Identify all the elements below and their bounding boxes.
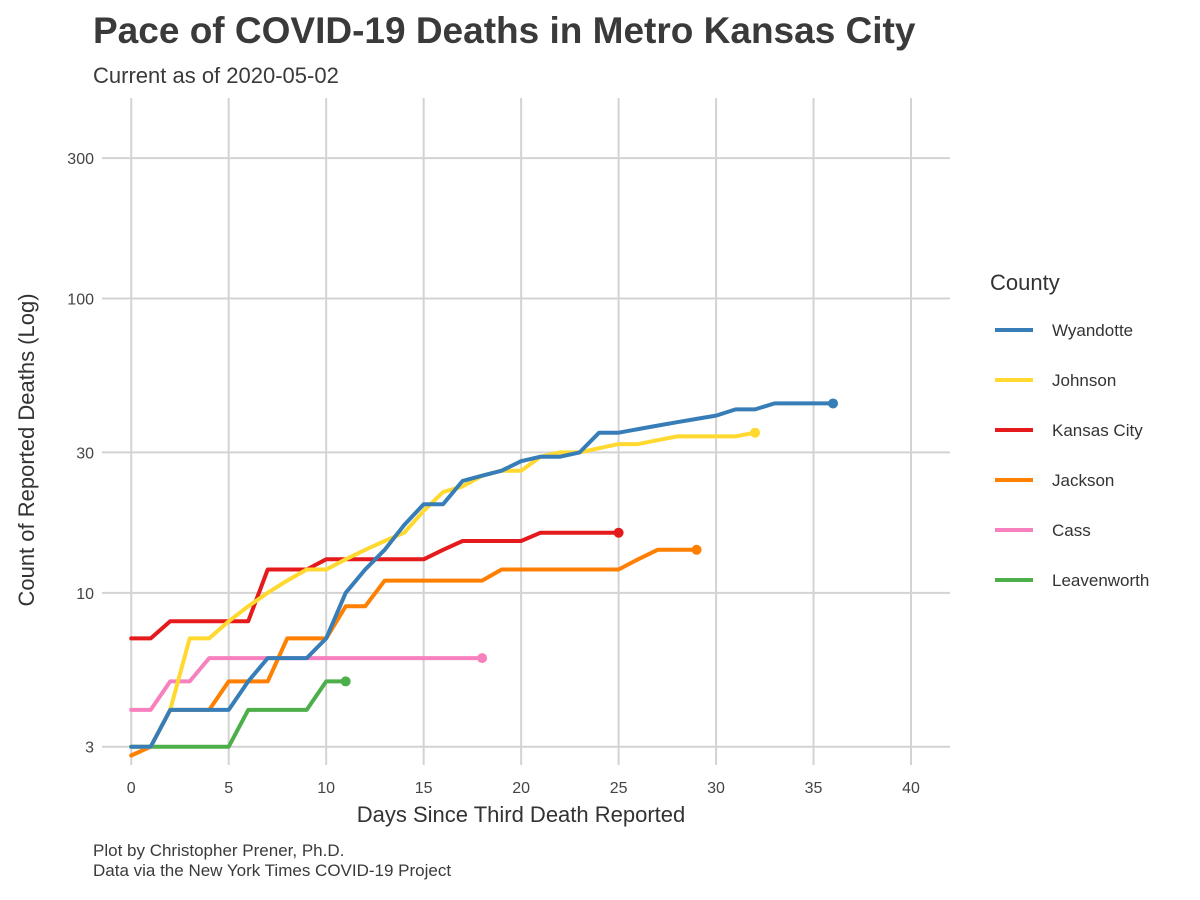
- legend-title: County: [990, 270, 1060, 295]
- series-endpoint-kansas-city: [613, 527, 624, 538]
- series-line-leavenworth: [129, 679, 348, 749]
- x-tick-label-15: 15: [415, 780, 433, 797]
- x-axis-title: Days Since Third Death Reported: [357, 802, 686, 827]
- chart-title: Pace of COVID-19 Deaths in Metro Kansas …: [93, 10, 916, 51]
- series-lines: [129, 401, 835, 758]
- chart-caption: Plot by Christopher Prener, Ph.D. Data v…: [93, 841, 451, 881]
- grid-lines: [102, 98, 950, 765]
- legend-label-wyandotte: Wyandotte: [1052, 321, 1133, 340]
- x-tick-label-30: 30: [707, 780, 725, 797]
- series-line-johnson: [129, 430, 758, 749]
- legend-label-kansas-city: Kansas City: [1052, 421, 1143, 440]
- y-tick-label-10: 10: [76, 586, 94, 603]
- series-endpoint-cass: [477, 653, 488, 664]
- legend: County Wyandotte Johnson Kansas City Jackso…: [990, 270, 1149, 590]
- legend-label-johnson: Johnson: [1052, 371, 1116, 390]
- y-axis-ticks: 3 10 30 100 300: [67, 151, 94, 757]
- x-tick-label-25: 25: [610, 780, 628, 797]
- y-axis-title: Count of Reported Deaths (Log): [14, 293, 39, 606]
- x-tick-label-35: 35: [805, 780, 823, 797]
- legend-label-leavenworth: Leavenworth: [1052, 571, 1149, 590]
- chart-subtitle: Current as of 2020-05-02: [93, 63, 339, 88]
- y-tick-label-3: 3: [85, 740, 94, 757]
- series-endpoint-jackson: [691, 544, 702, 555]
- x-tick-label-0: 0: [127, 780, 136, 797]
- series-line-jackson: [129, 547, 699, 758]
- x-tick-label-10: 10: [317, 780, 335, 797]
- series-endpoint-johnson: [750, 427, 761, 438]
- y-tick-label-100: 100: [67, 292, 94, 309]
- x-tick-label-40: 40: [902, 780, 920, 797]
- caption-line-source: Data via the New York Times COVID-19 Pro…: [93, 861, 452, 880]
- series-endpoints: [340, 398, 839, 687]
- x-axis-ticks: 0 5 10 15 20 25 30 35 40: [127, 780, 920, 797]
- series-line-kansas-city: [129, 530, 621, 641]
- y-tick-label-300: 300: [67, 151, 94, 168]
- x-tick-label-20: 20: [512, 780, 530, 797]
- series-line-wyandotte: [129, 401, 835, 749]
- legend-label-cass: Cass: [1052, 521, 1091, 540]
- x-tick-label-5: 5: [224, 780, 233, 797]
- legend-label-jackson: Jackson: [1052, 471, 1114, 490]
- series-endpoint-wyandotte: [828, 398, 839, 409]
- caption-line-author: Plot by Christopher Prener, Ph.D.: [93, 841, 345, 860]
- series-endpoint-leavenworth: [340, 676, 351, 687]
- y-tick-label-30: 30: [76, 445, 94, 462]
